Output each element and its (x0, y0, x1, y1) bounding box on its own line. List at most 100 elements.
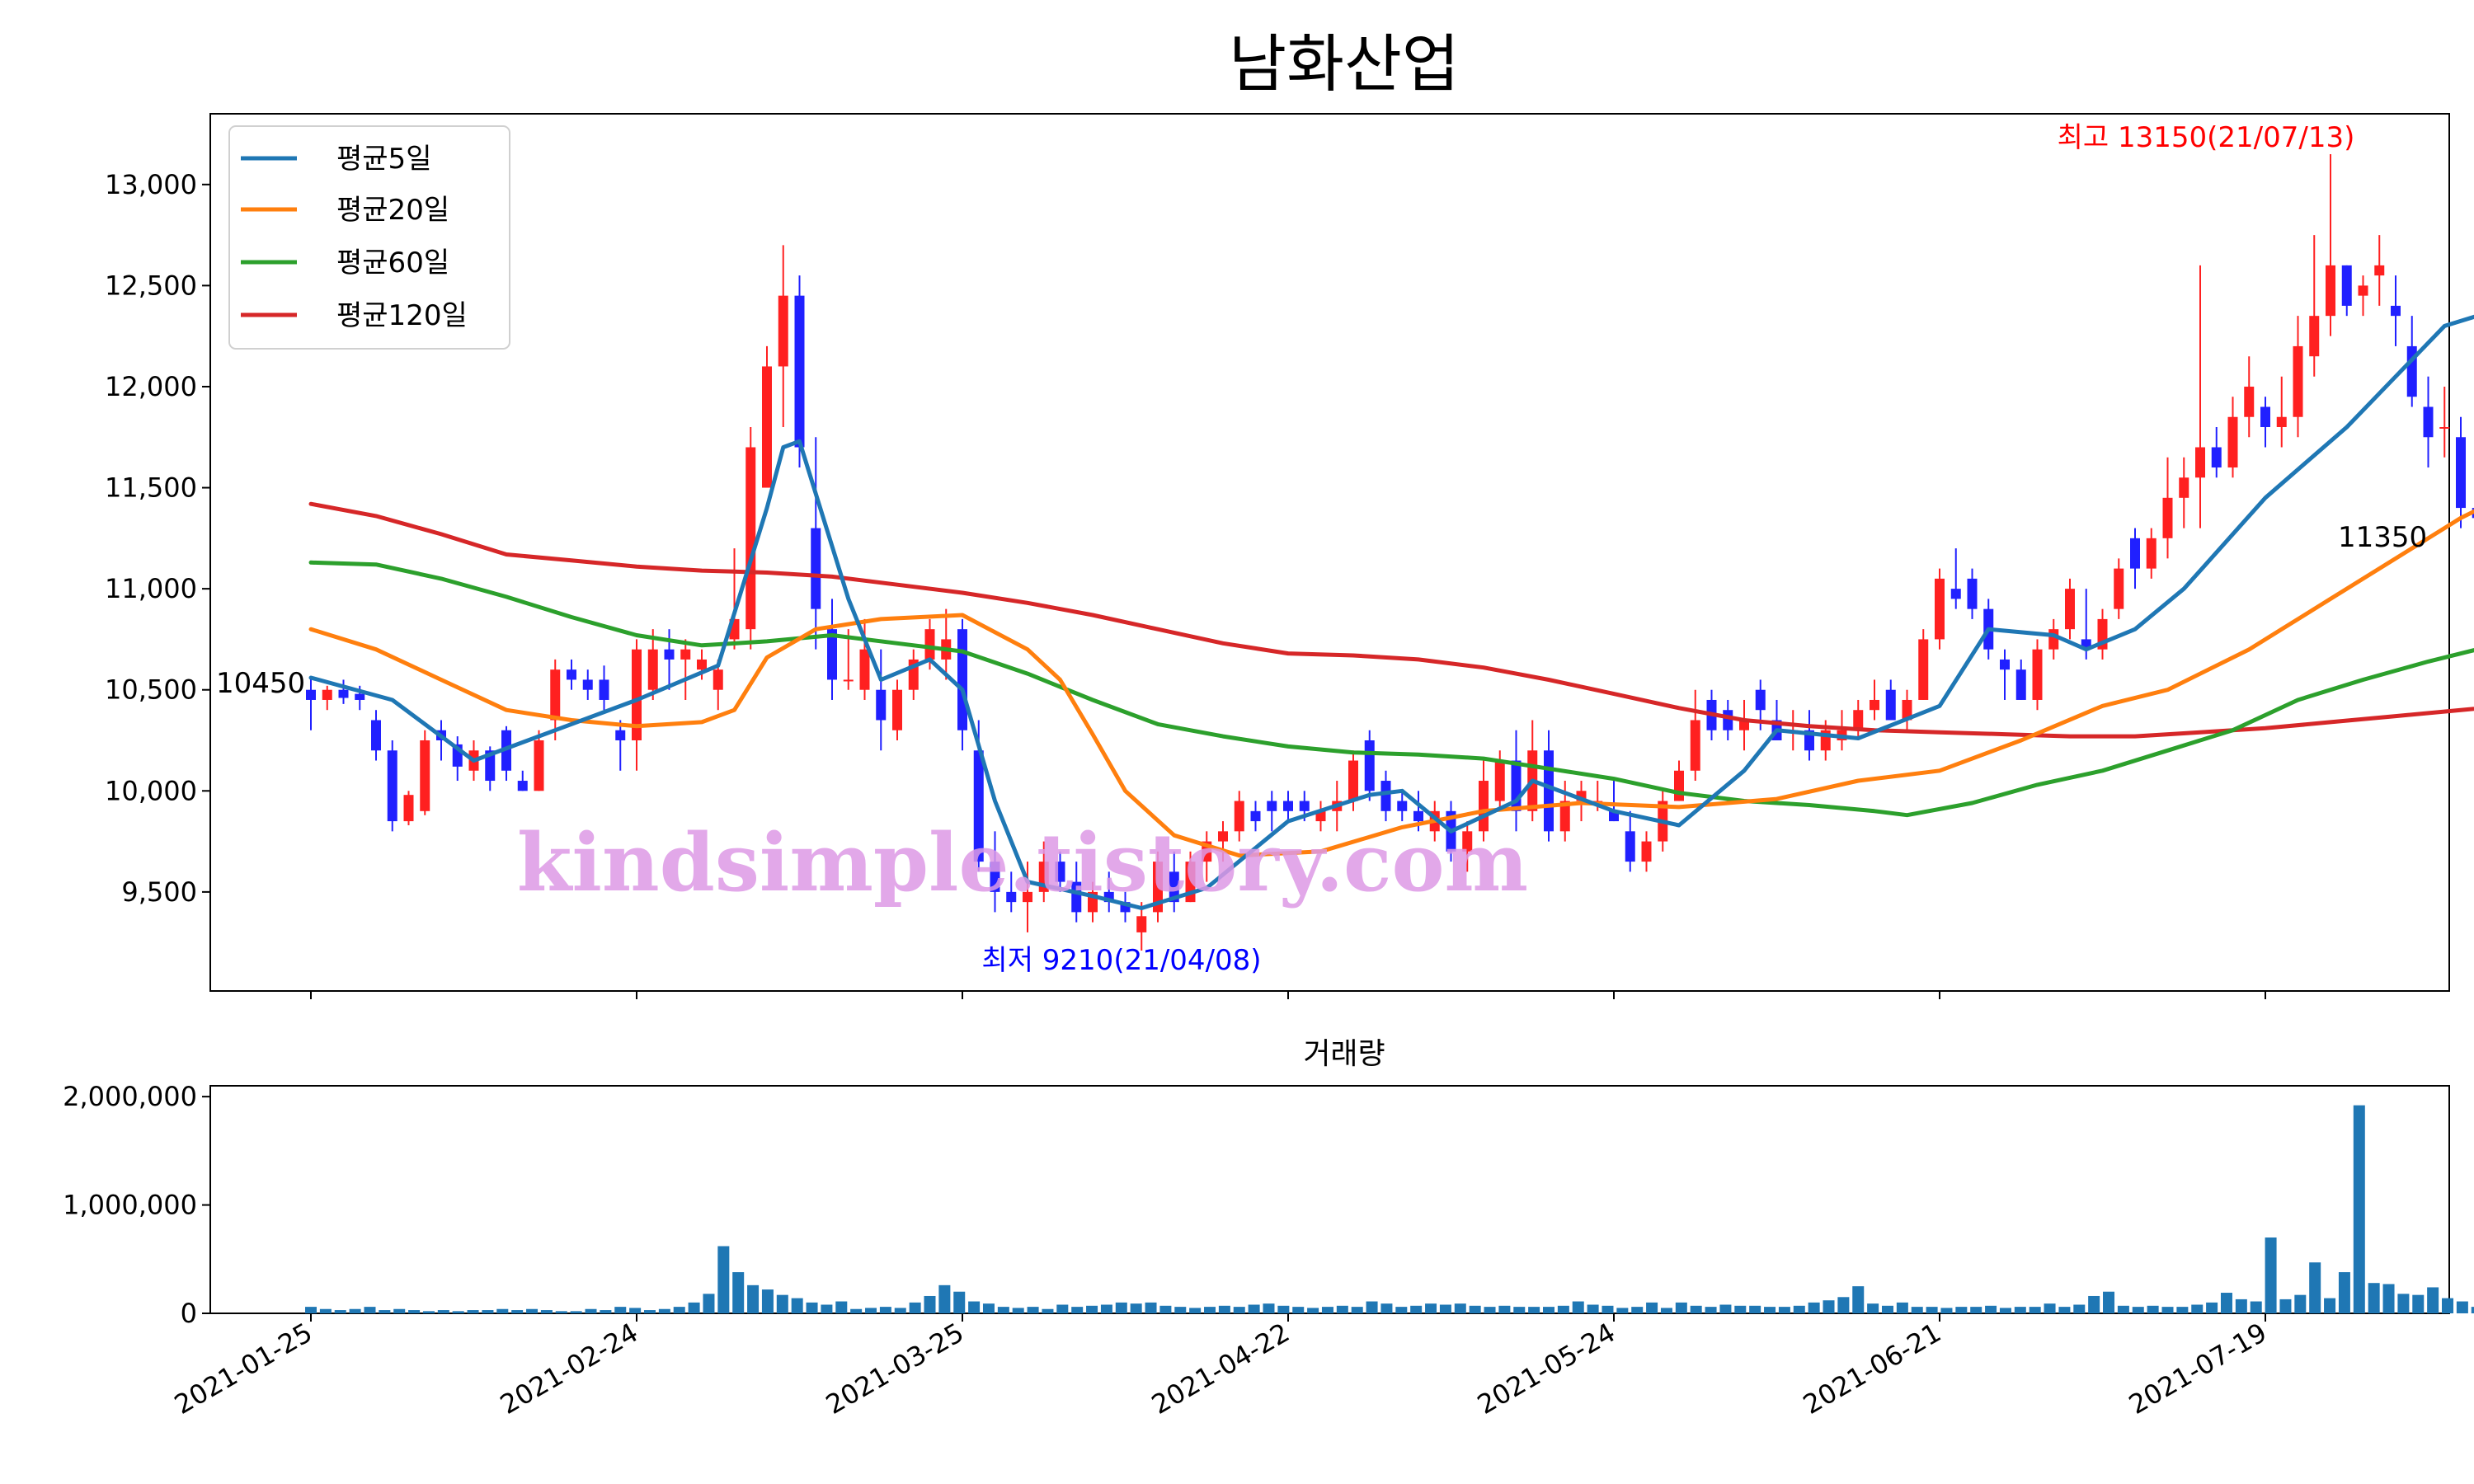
volume-bar (968, 1301, 981, 1313)
volume-bar (1528, 1307, 1540, 1313)
x-tick-label: 2021-06-21 (1798, 1317, 1946, 1421)
candle-body (762, 366, 772, 488)
candle-body (1559, 801, 1570, 832)
candle (2065, 578, 2075, 640)
candle (1967, 568, 1978, 619)
legend-ma20: 평균20일 (336, 194, 449, 227)
volume-bar (1557, 1305, 1569, 1313)
candle-body (1380, 781, 1391, 811)
candle-body (1348, 760, 1358, 801)
volume-bar (1660, 1308, 1672, 1313)
candle-body (1250, 810, 1261, 822)
volume-bar (938, 1284, 951, 1313)
legend: 평균5일 평균20일 평균60일 평균120일 (228, 125, 510, 350)
candle-body (1006, 891, 1017, 903)
candle (2374, 235, 2385, 306)
min-annotation: 최저 9210(21/04/08) (981, 944, 1261, 977)
candle (1023, 862, 1032, 932)
candle (2179, 457, 2189, 528)
candle (2195, 265, 2205, 528)
volume-bar (334, 1310, 346, 1313)
candle-body (2162, 497, 2173, 538)
volume-bar (1985, 1305, 1997, 1313)
volume-bar (1940, 1308, 1953, 1313)
volume-bar (1543, 1307, 1554, 1313)
volume-bar (703, 1294, 715, 1313)
candle-body (2260, 406, 2270, 427)
volume-bar (1071, 1307, 1084, 1313)
price-panel: 9,500 10,000 10,500 11,000 11,500 12,000 12,50… (105, 113, 2474, 999)
candle-body (1690, 720, 1700, 771)
candle-body (2114, 568, 2124, 609)
volume-bar (2058, 1307, 2071, 1313)
candle (745, 427, 756, 650)
candle-body (697, 659, 707, 670)
x-tick-label: 2021-02-24 (495, 1317, 643, 1421)
candle (2276, 376, 2287, 448)
ma5-line (308, 314, 2474, 910)
x-tick-label: 2021-03-25 (821, 1317, 969, 1421)
candle (534, 730, 544, 791)
volume-bar (1454, 1303, 1466, 1313)
candle-body (1413, 810, 1423, 822)
volume-bar (629, 1308, 642, 1313)
candle-body (403, 795, 414, 822)
volume-bar (1380, 1303, 1393, 1313)
volume-bar (2353, 1105, 2365, 1313)
candle (892, 679, 902, 740)
candle-body (1625, 831, 1635, 862)
candle-body (1055, 862, 1065, 882)
volume-bar (658, 1308, 670, 1313)
price-y-tick-label: 9,500 (121, 876, 197, 908)
candle (1935, 568, 1945, 650)
candle (778, 245, 788, 427)
volume-bar (555, 1311, 567, 1313)
candle (1609, 781, 1619, 822)
annotations: 최고 13150(21/07/13) 최저 9210(21/04/08) 104… (216, 121, 2427, 977)
candle (420, 730, 430, 815)
candle (338, 679, 349, 704)
candle-body (892, 689, 902, 730)
volume-bar (1410, 1305, 1423, 1313)
volume-bar (585, 1308, 597, 1313)
volume-bar (997, 1307, 1009, 1313)
candle-body (1234, 801, 1244, 832)
candle-body (1902, 699, 1912, 721)
volume-bar (1778, 1307, 1790, 1313)
candle-body (1136, 916, 1147, 932)
volume-bar (393, 1308, 406, 1313)
volume-bar (1793, 1305, 1805, 1313)
volume-bar (2103, 1291, 2115, 1313)
candle (2326, 154, 2335, 336)
volume-bar (1027, 1307, 1039, 1313)
candle-body (2195, 447, 2205, 478)
candle-body (387, 750, 397, 822)
candle-body (1397, 801, 1408, 811)
candle-body (1755, 689, 1766, 711)
ma120-line (308, 501, 2474, 739)
price-y-tick-label: 12,000 (105, 371, 197, 402)
volume-bar (2117, 1305, 2129, 1313)
volume-bar (806, 1302, 818, 1313)
candle-body (1494, 760, 1505, 801)
volume-bar (2220, 1293, 2232, 1313)
volume-bar (924, 1295, 936, 1313)
candle (713, 659, 723, 711)
volume-bar (2044, 1303, 2056, 1313)
volume-bar (761, 1289, 774, 1313)
volume-bar (1513, 1307, 1526, 1313)
candle-body (2032, 649, 2043, 700)
volume-bar (1911, 1307, 1923, 1313)
candle-body (2293, 345, 2303, 417)
volume-bar (909, 1302, 921, 1313)
volume-bar (1307, 1308, 1319, 1313)
volume-bar (526, 1308, 539, 1313)
volume-bar (2456, 1301, 2468, 1313)
candle (1723, 699, 1733, 740)
candle-body (567, 669, 576, 680)
candle-body (1023, 891, 1032, 903)
candle-body (2179, 477, 2189, 498)
candle-body (338, 689, 349, 698)
candle (1380, 770, 1391, 822)
volume-bar (1823, 1300, 1835, 1313)
